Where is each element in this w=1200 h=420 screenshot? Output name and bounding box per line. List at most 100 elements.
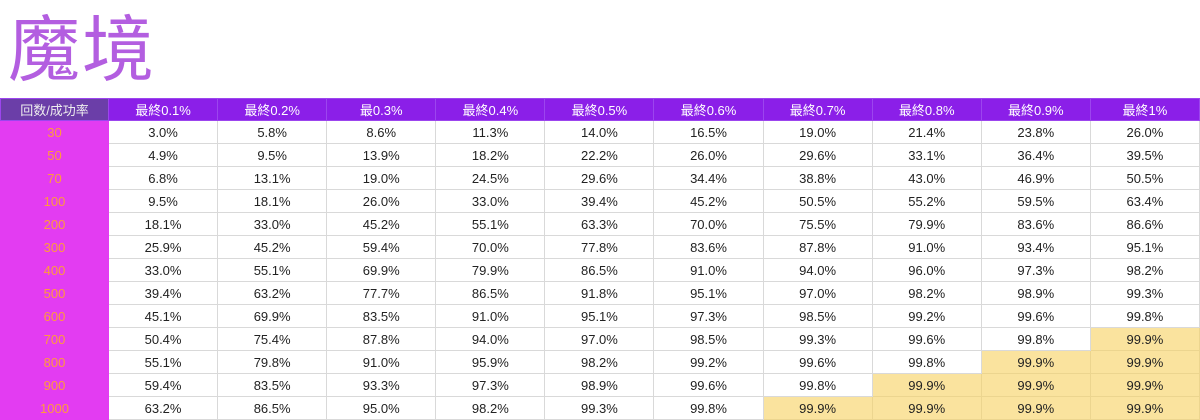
table-cell: 24.5%	[435, 166, 546, 190]
table-cell: 99.3%	[1089, 281, 1200, 305]
column-header: 最終1%	[1089, 98, 1200, 121]
row-header: 600	[0, 304, 109, 328]
table-cell: 97.0%	[544, 327, 655, 351]
table-cell: 99.9%	[980, 373, 1091, 397]
table-cell: 45.1%	[107, 304, 219, 328]
column-header: 最終0.2%	[217, 98, 328, 121]
row-header: 50	[0, 143, 109, 167]
table-cell: 99.8%	[653, 396, 764, 420]
table-cell: 38.8%	[762, 166, 873, 190]
table-cell: 98.9%	[544, 373, 655, 397]
table-cell: 99.9%	[980, 350, 1091, 374]
table-cell: 83.6%	[980, 212, 1091, 236]
table-cell: 8.6%	[326, 120, 437, 144]
table-cell: 55.1%	[107, 350, 219, 374]
page-title: 魔境	[8, 8, 157, 92]
column-header: 最終0.4%	[435, 98, 546, 121]
column-header: 最0.3%	[326, 98, 437, 121]
table-cell: 9.5%	[217, 143, 328, 167]
table-row: 500 39.4% 63.2% 77.7% 86.5% 91.8% 95.1% 97.0% 98…	[0, 281, 1200, 305]
table-cell: 99.8%	[871, 350, 982, 374]
table-cell: 97.3%	[435, 373, 546, 397]
column-header: 最終0.5%	[544, 98, 655, 121]
table-cell: 98.2%	[435, 396, 546, 420]
table-cell: 39.5%	[1089, 143, 1200, 167]
row-header: 100	[0, 189, 109, 213]
table-cell: 59.4%	[326, 235, 437, 259]
table-cell: 29.6%	[544, 166, 655, 190]
table-cell: 39.4%	[107, 281, 219, 305]
table-cell: 91.0%	[326, 350, 437, 374]
row-header: 300	[0, 235, 109, 259]
table-cell: 33.1%	[871, 143, 982, 167]
table-cell: 94.0%	[435, 327, 546, 351]
table-cell: 45.2%	[653, 189, 764, 213]
table-cell: 70.0%	[653, 212, 764, 236]
table-cell: 91.8%	[544, 281, 655, 305]
table-cell: 99.3%	[544, 396, 655, 420]
row-header: 900	[0, 373, 109, 397]
table-cell: 99.9%	[980, 396, 1091, 420]
table-cell: 13.9%	[326, 143, 437, 167]
table-cell: 97.3%	[980, 258, 1091, 282]
table-cell: 99.9%	[871, 396, 982, 420]
table-cell: 79.9%	[871, 212, 982, 236]
table-cell: 77.7%	[326, 281, 437, 305]
column-header: 最終0.1%	[107, 98, 219, 121]
row-header: 700	[0, 327, 109, 351]
table-cell: 59.5%	[980, 189, 1091, 213]
table-cell: 98.9%	[980, 281, 1091, 305]
table-cell: 55.2%	[871, 189, 982, 213]
table-cell: 13.1%	[217, 166, 328, 190]
table-cell: 95.1%	[653, 281, 764, 305]
table-cell: 33.0%	[435, 189, 546, 213]
table-cell: 97.3%	[653, 304, 764, 328]
table-cell: 95.1%	[1089, 235, 1200, 259]
table-cell: 91.0%	[435, 304, 546, 328]
column-header: 最終0.8%	[871, 98, 982, 121]
table-cell: 18.1%	[217, 189, 328, 213]
table-cell: 43.0%	[871, 166, 982, 190]
table-cell: 4.9%	[107, 143, 219, 167]
table-cell: 3.0%	[107, 120, 219, 144]
probability-table: 回数/成功率 最終0.1% 最終0.2% 最0.3% 最終0.4% 最終0.5% 最終0.…	[0, 98, 1200, 420]
table-row: 50 4.9% 9.5% 13.9% 18.2% 22.2% 26.0% 29.6% 33.1%…	[0, 143, 1200, 167]
table-cell: 99.9%	[762, 396, 873, 420]
table-cell: 99.6%	[871, 327, 982, 351]
table-cell: 45.2%	[326, 212, 437, 236]
table-row: 1000 63.2% 86.5% 95.0% 98.2% 99.3% 99.8% 99.9% 9…	[0, 396, 1200, 420]
table-cell: 79.8%	[217, 350, 328, 374]
table-cell: 63.3%	[544, 212, 655, 236]
table-row: 900 59.4% 83.5% 93.3% 97.3% 98.9% 99.6% 99.8% 99…	[0, 373, 1200, 397]
table-cell: 98.2%	[871, 281, 982, 305]
table-cell: 91.0%	[653, 258, 764, 282]
table-cell: 19.0%	[762, 120, 873, 144]
table-cell: 79.9%	[435, 258, 546, 282]
table-row: 700 50.4% 75.4% 87.8% 94.0% 97.0% 98.5% 99.3% 99…	[0, 327, 1200, 351]
row-header: 400	[0, 258, 109, 282]
table-cell: 93.3%	[326, 373, 437, 397]
table-cell: 86.5%	[217, 396, 328, 420]
table-cell: 97.0%	[762, 281, 873, 305]
table-cell: 33.0%	[217, 212, 328, 236]
table-cell: 99.2%	[871, 304, 982, 328]
table-cell: 99.9%	[1089, 396, 1200, 420]
table-row: 300 25.9% 45.2% 59.4% 70.0% 77.8% 83.6% 87.8% 91…	[0, 235, 1200, 259]
table-cell: 83.5%	[326, 304, 437, 328]
table-cell: 33.0%	[107, 258, 219, 282]
table-row: 400 33.0% 55.1% 69.9% 79.9% 86.5% 91.0% 94.0% 96…	[0, 258, 1200, 282]
table-cell: 63.2%	[217, 281, 328, 305]
table-cell: 63.4%	[1089, 189, 1200, 213]
row-header: 30	[0, 120, 109, 144]
table-cell: 98.5%	[762, 304, 873, 328]
table-cell: 98.2%	[1089, 258, 1200, 282]
row-header: 500	[0, 281, 109, 305]
table-cell: 96.0%	[871, 258, 982, 282]
table-cell: 83.6%	[653, 235, 764, 259]
header-row: 回数/成功率 最終0.1% 最終0.2% 最0.3% 最終0.4% 最終0.5% 最終0.…	[0, 98, 1200, 121]
table-cell: 98.5%	[653, 327, 764, 351]
table-cell: 99.3%	[762, 327, 873, 351]
table-cell: 5.8%	[217, 120, 328, 144]
table-cell: 99.9%	[1089, 327, 1200, 351]
table-row: 30 3.0% 5.8% 8.6% 11.3% 14.0% 16.5% 19.0% 21.4% 2…	[0, 120, 1200, 144]
